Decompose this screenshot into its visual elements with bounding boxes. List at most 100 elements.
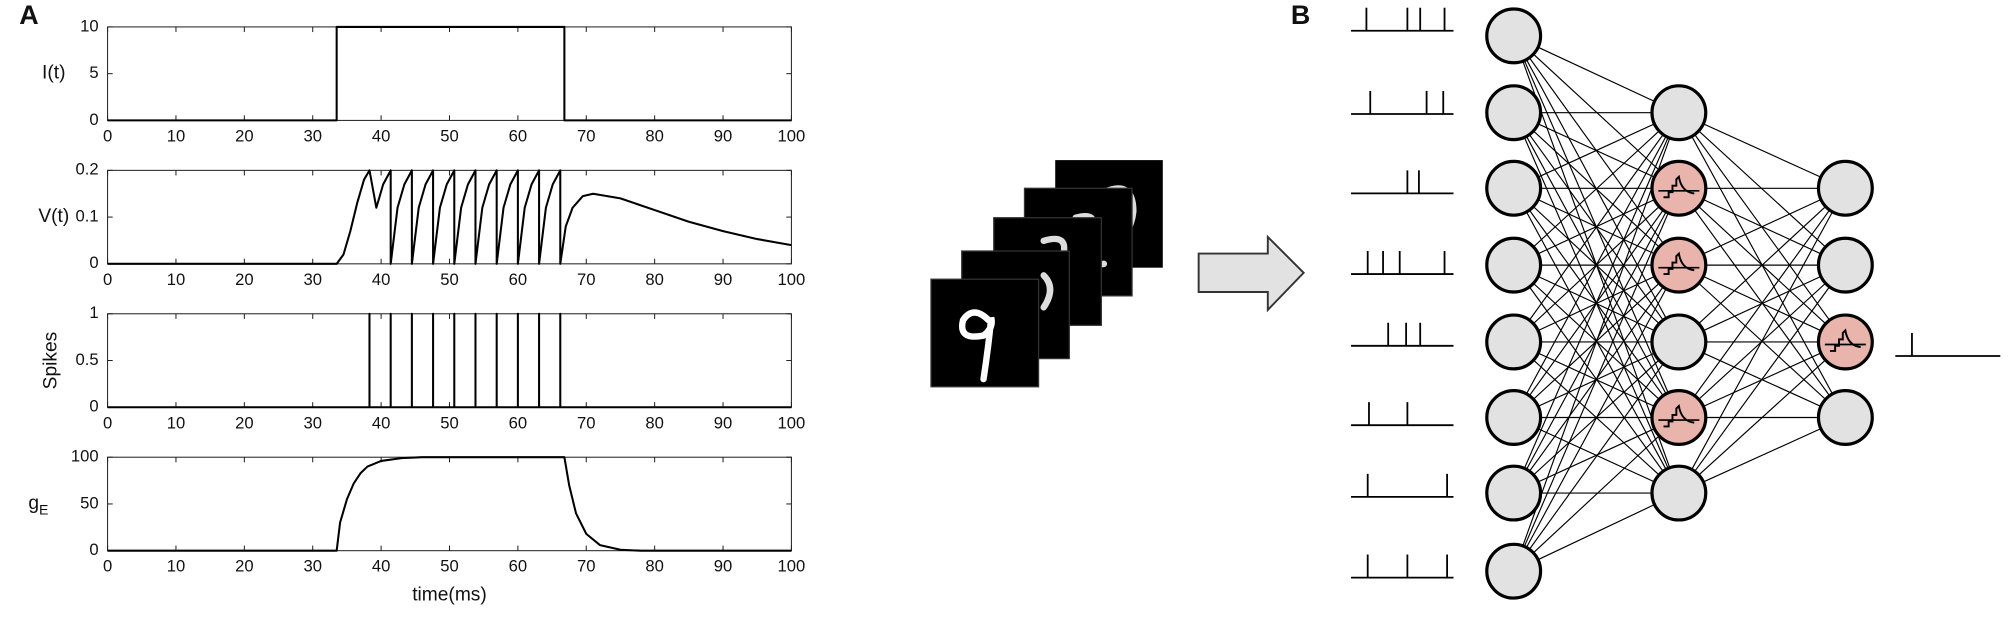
connection xyxy=(1513,112,1680,494)
x-tick-label: 90 xyxy=(714,270,733,289)
neuron-icon xyxy=(1829,328,1861,352)
connection xyxy=(1678,341,1846,494)
y-tick-label: 0.1 xyxy=(75,206,98,225)
connection xyxy=(1513,188,1680,572)
x-tick-label: 90 xyxy=(714,557,733,576)
x-tick-label: 40 xyxy=(372,270,391,289)
x-tick-label: 90 xyxy=(714,413,733,432)
neuron xyxy=(1485,159,1543,217)
connection xyxy=(1678,112,1846,343)
x-tick-label: 0 xyxy=(103,557,112,576)
connection xyxy=(1678,187,1846,343)
neuron-icon xyxy=(1663,174,1695,199)
arrow xyxy=(1197,234,1306,313)
x-tick-label: 20 xyxy=(235,126,254,145)
x-tick-label: 50 xyxy=(440,270,459,289)
x-tick-label: 50 xyxy=(440,126,459,145)
y-tick-label: 0 xyxy=(89,397,98,416)
x-tick-label: 80 xyxy=(645,413,664,432)
connection xyxy=(1513,35,1680,114)
y-axis-label: I(t) xyxy=(42,63,65,84)
connection xyxy=(1513,112,1680,343)
x-tick-label: 70 xyxy=(577,413,596,432)
connection xyxy=(1513,341,1680,572)
neuron xyxy=(1485,542,1543,600)
connection xyxy=(1678,187,1846,418)
x-tick-label: 40 xyxy=(372,126,391,145)
neuron-icon xyxy=(1663,251,1695,276)
neuron xyxy=(1816,313,1874,371)
neuron xyxy=(1485,389,1543,447)
y-tick-label: 5 xyxy=(89,63,98,82)
x-tick-label: 0 xyxy=(103,270,112,289)
connection xyxy=(1513,112,1680,189)
connection xyxy=(1513,264,1680,572)
mnist-stack xyxy=(930,160,1163,388)
connection xyxy=(1513,417,1680,572)
x-tick-label: 0 xyxy=(103,413,112,432)
x-tick-label: 70 xyxy=(577,557,596,576)
x-tick-label: 60 xyxy=(509,126,528,145)
x-tick-label: 50 xyxy=(440,557,459,576)
connection xyxy=(1678,416,1846,494)
connection xyxy=(1513,492,1680,572)
y-axis-label: V(t) xyxy=(38,206,69,227)
connection xyxy=(1678,264,1846,494)
panel-label: A xyxy=(19,0,38,30)
neuron xyxy=(1650,159,1708,217)
x-tick-label: 50 xyxy=(440,413,459,432)
connection xyxy=(1678,112,1846,189)
neuron xyxy=(1650,236,1708,294)
y-tick-label: 0.5 xyxy=(75,350,98,369)
panel-label: B xyxy=(1291,0,1310,30)
connection xyxy=(1678,188,1846,494)
x-tick-label: 80 xyxy=(645,557,664,576)
y-tick-label: 100 xyxy=(71,447,99,466)
neuron xyxy=(1485,7,1543,65)
x-tick-label: 90 xyxy=(714,126,733,145)
network-diagram xyxy=(1351,7,2001,600)
data-line xyxy=(107,169,792,265)
connection xyxy=(1513,416,1680,494)
x-tick-label: 30 xyxy=(303,557,322,576)
y-tick-label: 0 xyxy=(89,253,98,272)
connection xyxy=(1678,187,1846,266)
neuron xyxy=(1485,313,1543,371)
y-tick-label: 0.2 xyxy=(75,160,98,179)
x-tick-label: 30 xyxy=(303,126,322,145)
x-tick-label: 30 xyxy=(303,413,322,432)
neuron xyxy=(1816,389,1874,447)
x-tick-label: 40 xyxy=(372,413,391,432)
neuron xyxy=(1485,84,1543,142)
x-tick-label: 10 xyxy=(167,413,185,432)
data-line xyxy=(107,456,792,552)
x-tick-label: 30 xyxy=(303,270,322,289)
plot-frame xyxy=(107,313,792,408)
neuron xyxy=(1816,159,1874,217)
neuron xyxy=(1650,84,1708,142)
x-tick-label: 70 xyxy=(577,126,596,145)
x-tick-label: 60 xyxy=(509,413,528,432)
data-line xyxy=(107,25,792,122)
x-tick-label: 10 xyxy=(167,557,185,576)
neuron xyxy=(1650,389,1708,447)
neuron xyxy=(1485,236,1543,294)
y-axis-label: Spikes xyxy=(40,332,61,390)
y-axis-label-subscript: E xyxy=(39,501,48,517)
x-tick-label: 40 xyxy=(372,557,391,576)
neuron xyxy=(1816,236,1874,294)
plot-frame xyxy=(107,456,792,552)
neuron xyxy=(1650,464,1708,522)
neuron xyxy=(1650,313,1708,371)
y-tick-label: 10 xyxy=(80,16,99,35)
x-tick-label: 100 xyxy=(778,557,806,576)
data-line xyxy=(107,312,792,409)
x-tick-label: 70 xyxy=(577,270,596,289)
x-tick-label: 80 xyxy=(645,126,664,145)
plot-frame xyxy=(107,169,792,265)
x-axis-label: time(ms) xyxy=(412,585,487,606)
y-tick-label: 0 xyxy=(89,110,98,129)
connection xyxy=(1513,112,1680,418)
